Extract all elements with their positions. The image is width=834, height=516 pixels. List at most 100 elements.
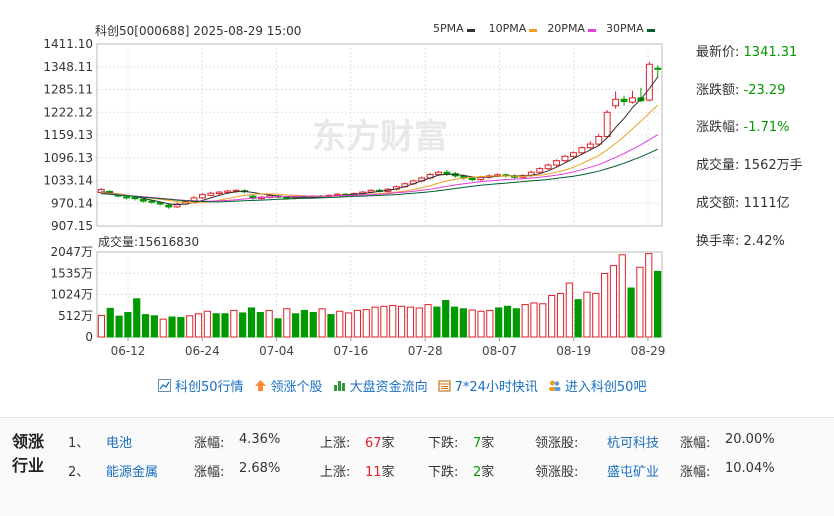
candle-body [198,194,206,199]
volume-bar [548,294,556,338]
chart-axes: 1411.10 1348.11 1285.11 1222.12 1159.13 1096.… [43,37,665,358]
ma-line-10pma [101,104,659,204]
stat-volume: 成交量: 1562万手 [696,158,803,173]
volume-bar [389,304,397,338]
leader-change-label: 涨幅: [680,465,711,480]
leader-change: 20.00% [725,432,775,447]
x-tick-label: 07-04 [259,344,294,358]
leader-stock-link[interactable]: 杭可科技 [607,436,660,451]
stat-latest-price: 最新价: 1341.31 [696,45,798,60]
link-news-flash[interactable]: 7*24小时快讯 [437,376,538,395]
up-label: 上涨: [320,465,351,480]
volume-bar [239,312,247,338]
volume-bar [653,270,662,338]
price-tick-label: 1033.14 [43,174,93,188]
volume-bar [168,316,176,338]
candle-body [148,200,156,203]
volume-bar [97,314,106,338]
x-tick-label: 07-28 [408,344,443,358]
volume-bar [609,265,618,338]
ma-legend: 5PMA 10PMA 20PMA 30PMA [433,22,655,35]
x-tick-label: 08-07 [482,344,517,358]
leader-change: 10.04% [725,461,775,476]
sector-name-link[interactable]: 电池 [106,436,133,451]
volume-bar [371,306,379,338]
volume-bar [336,310,344,338]
candle-body [165,204,173,208]
candle-body [173,203,181,208]
x-tick-label: 07-16 [333,344,368,358]
up-arrow-icon [254,380,266,391]
price-tick-label: 1222.12 [43,105,93,119]
volume-bar [221,313,229,338]
volume-bar [309,312,317,338]
volume-bar [141,314,150,338]
change-label: 涨幅: [194,465,225,480]
volume-bar [645,253,653,338]
volume-bar [150,315,158,338]
volume-bar [601,272,609,338]
up-label: 上涨: [320,436,351,451]
volume-bar [521,304,529,338]
volume-bar [406,306,414,338]
price-tick-label: 1159.13 [43,128,93,142]
candle-body [578,147,586,154]
volume-bar [247,307,256,338]
change-label: 涨幅: [194,436,225,451]
price-tick-label: 1096.13 [43,151,93,165]
volume-bar [477,310,485,338]
candle-body [544,164,552,170]
link-leading-stocks[interactable]: 领涨个股 [254,376,323,395]
row-index: 2、 [68,465,90,480]
volume-bar [300,309,309,338]
volume-tick-label: 1024万 [50,288,93,302]
volume-bar [353,309,362,338]
candle-body [603,111,611,137]
candle-body [595,135,603,145]
volume-bar [583,291,591,338]
watermark-logo: 东方财富 [312,117,448,157]
volume-bar [194,313,203,338]
leader-stock-link[interactable]: 盛屯矿业 [607,465,660,480]
divider [0,417,834,418]
link-capital-flow[interactable]: 大盘资金流向 [333,376,428,395]
ma-line-30pma [101,148,659,203]
volume-bar [230,309,238,338]
candle-body [207,192,215,196]
volume-bar [450,306,459,338]
sector-title: 领涨行业 [12,432,45,475]
stat-change-amount: 涨跌额: -23.29 [696,83,786,98]
candle-body [215,191,223,195]
volume-bar [292,313,300,338]
volume-tick-label: 2047万 [50,245,93,259]
volume-bar [362,309,370,338]
candle-body [570,152,577,157]
x-tick-label: 08-29 [631,344,666,358]
candle-body [654,67,662,70]
chart-grid [96,43,663,338]
candle-body [131,197,139,200]
volume-bar [186,315,194,338]
bar-chart-icon [333,381,345,391]
volume-bar [539,303,547,338]
leader-change-label: 涨幅: [680,436,711,451]
volume-bar [512,308,520,338]
volume-bar [397,305,406,338]
up-count: 11家 [365,465,395,480]
sector-panel [0,418,834,516]
down-label: 下跌: [428,436,459,451]
volume-bar [159,318,167,338]
quick-links: 科创50行情 领涨个股 大盘资金流向 7*24小时快讯 进入科创50吧 [158,376,646,395]
sector-name-link[interactable]: 能源金属 [106,465,159,480]
candle-body [123,196,130,199]
index-chart[interactable]: 东方财富 1411.10 1348.11 1285.11 1222.12 1159.13… [0,0,834,370]
candle-body [536,168,544,173]
moving-average-lines [101,76,659,206]
volume-bar [124,312,132,338]
price-tick-label: 1411.10 [43,37,93,51]
volume-tick-label: 0 [85,330,93,344]
candle-body [561,155,569,162]
candle-body [645,63,653,101]
link-forum[interactable]: 进入科创50吧 [548,376,646,395]
link-kc50-quote[interactable]: 科创50行情 [158,376,244,395]
